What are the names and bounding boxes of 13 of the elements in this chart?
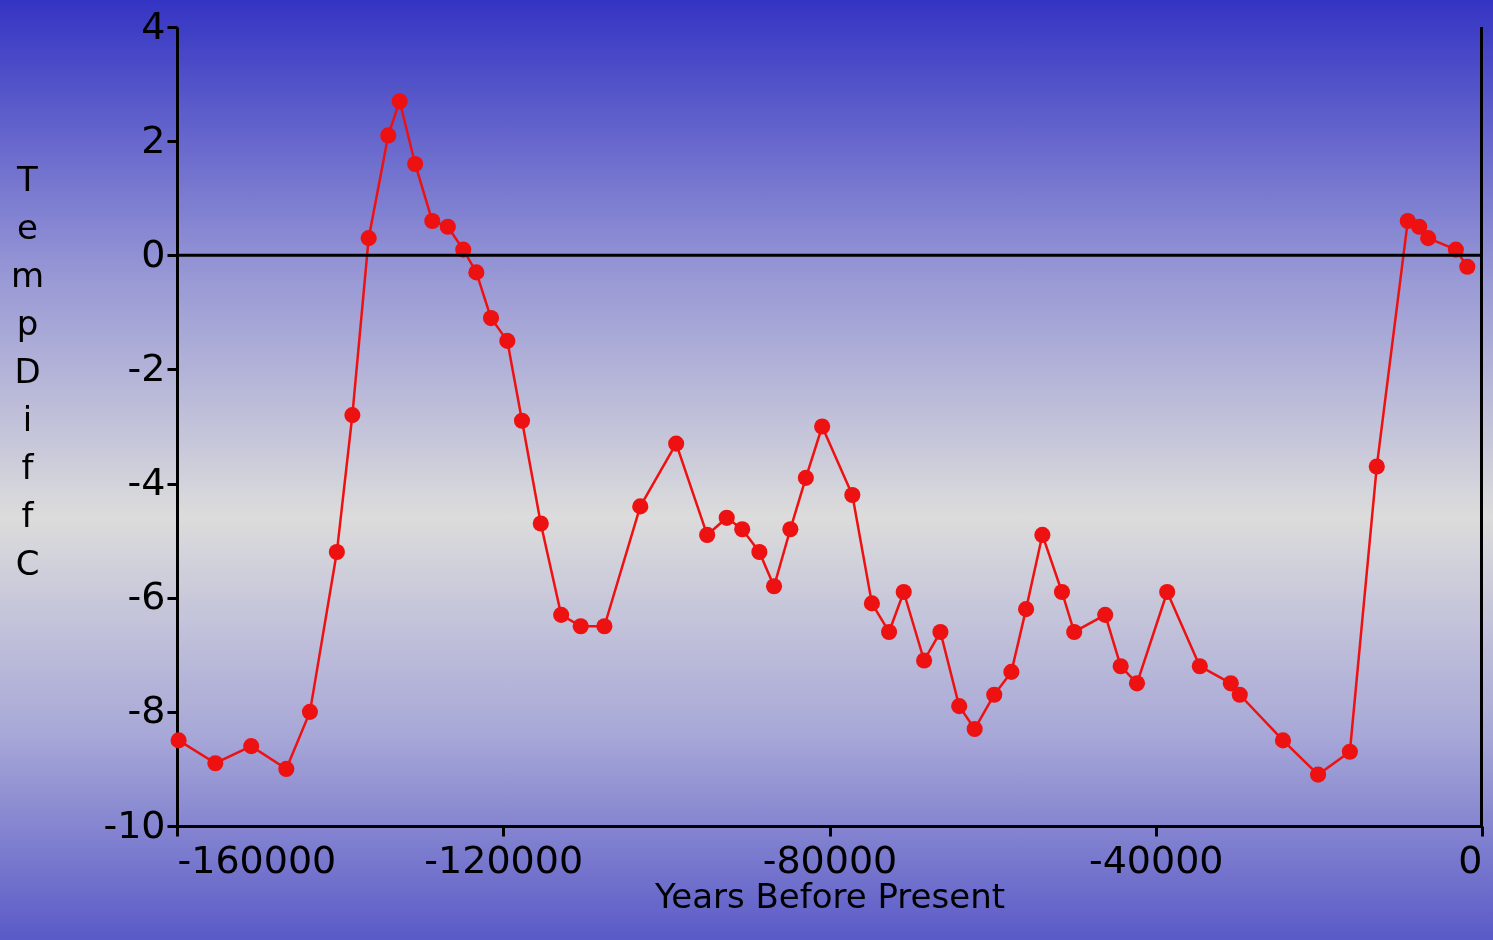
y-tick-label: 2 [141,117,166,162]
y-tick-label: -2 [127,345,166,390]
y-tick-label: -10 [103,802,166,847]
x-tick-label: 0 [1458,837,1483,882]
y-tick-label: 4 [141,3,166,48]
y-tick-label: -4 [127,460,166,505]
y-tick-label: 0 [141,231,166,276]
y-tick-label: -6 [127,574,166,619]
y-tick-label: -8 [127,688,166,733]
text: Temp Diff C [10,158,45,583]
x-tick-label: -120000 [424,837,584,882]
x-tick-label: -40000 [1088,837,1224,882]
x-tick-label: -160000 [177,837,337,882]
